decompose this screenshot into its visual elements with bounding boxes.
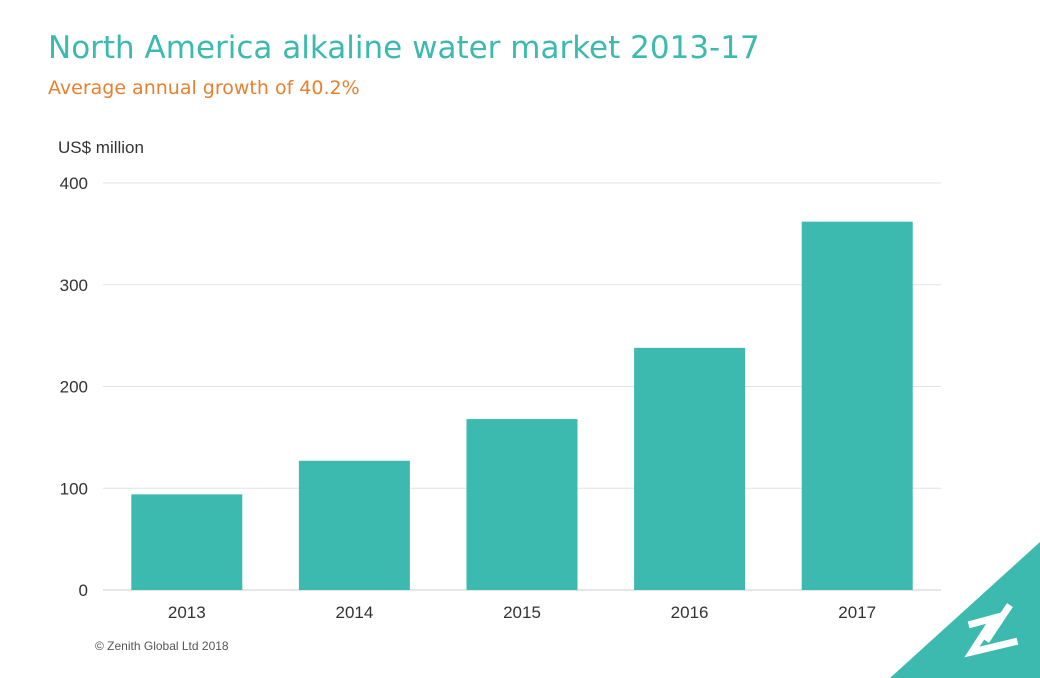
bar-2014 (298, 460, 410, 590)
x-tick-label: 2013 (168, 603, 206, 622)
chart-subtitle: Average annual growth of 40.2% (48, 77, 360, 99)
chart-title: North America alkaline water market 2013… (48, 30, 760, 66)
bar-2013 (131, 494, 243, 590)
zenith-logo-icon (964, 603, 1019, 658)
y-axis-label: US$ million (58, 138, 144, 157)
y-tick-label: 100 (60, 479, 88, 498)
copyright-credit: © Zenith Global Ltd 2018 (95, 639, 229, 653)
x-tick-label: 2014 (335, 603, 373, 622)
y-tick-label: 300 (60, 276, 88, 295)
bar-2015 (466, 419, 578, 590)
x-tick-label: 2015 (503, 603, 541, 622)
zenith-logo-corner (890, 542, 1040, 678)
x-tick-label: 2016 (671, 603, 709, 622)
x-tick-label: 2017 (838, 603, 876, 622)
corner-triangle (890, 542, 1040, 678)
y-tick-label: 0 (79, 581, 88, 600)
bar-2016 (634, 347, 746, 590)
bar-2017 (801, 221, 913, 591)
y-tick-label: 400 (60, 174, 88, 193)
y-tick-label: 200 (60, 378, 88, 397)
